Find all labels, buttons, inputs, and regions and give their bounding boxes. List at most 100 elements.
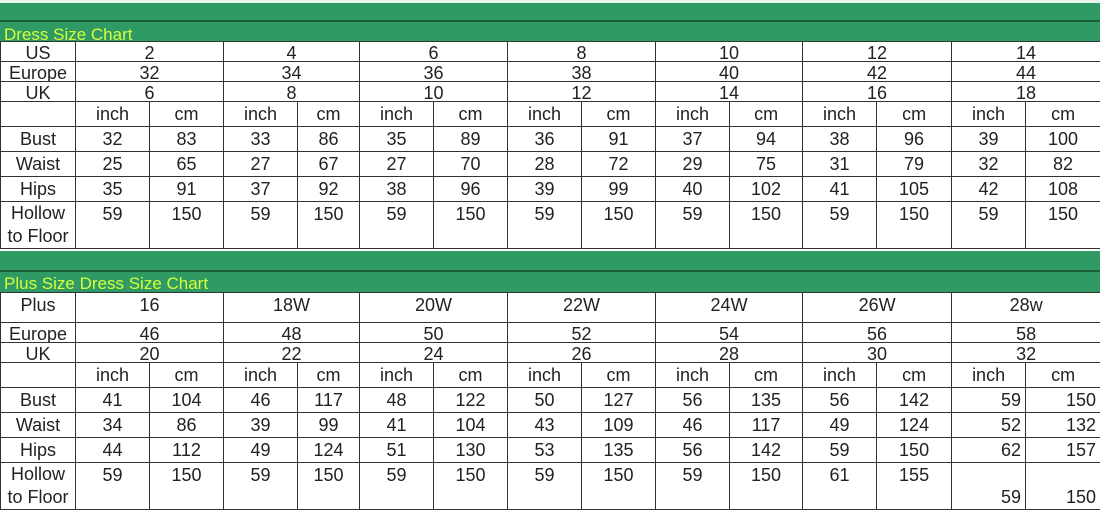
dress-chart-title: Dress Size Chart	[4, 25, 133, 44]
size-cell: 34	[223, 61, 361, 82]
measurement-cell: 150	[581, 462, 657, 510]
measurement-cell: 59	[507, 201, 583, 249]
measurement-cell: 99	[296, 412, 361, 438]
size-cell: 18W	[222, 292, 361, 323]
measurement-row: Hips 35 91 37 92 38 96 39 99 40 102 41 105 42 108	[0, 176, 1100, 202]
measurement-cell: 150	[296, 462, 361, 510]
measurement-cell: 32	[951, 151, 1027, 177]
measurement-cell: 150	[1025, 387, 1100, 413]
measurement-cell: 37	[655, 126, 731, 152]
measurement-cell: 142	[876, 387, 953, 413]
measurement-cell: 96	[433, 176, 509, 202]
row-label: Waist	[0, 151, 76, 177]
measurement-cell: 83	[148, 126, 225, 152]
measurement-cell: 112	[149, 437, 224, 463]
measurement-cell: 150	[433, 201, 509, 249]
measurement-cell: 109	[581, 412, 657, 438]
row-label: Hollow to Floor	[0, 462, 76, 510]
measurement-cell: 42	[951, 176, 1027, 202]
measurement-cell: 124	[876, 412, 953, 438]
size-row: US 2 4 6 8 10 12 14	[0, 41, 1100, 62]
size-cell: 14	[655, 81, 804, 102]
unit-header: cm	[581, 101, 657, 127]
measurement-cell: 32	[75, 126, 150, 152]
size-row: UK 20 22 24 26 28 30 32	[0, 342, 1100, 363]
measurement-cell: 96	[876, 126, 953, 152]
measurement-cell: 105	[876, 176, 953, 202]
measurement-cell: 86	[297, 126, 361, 152]
measurement-cell: 150	[729, 201, 804, 249]
size-cell: 48	[222, 322, 361, 343]
measurement-cell: 59	[359, 462, 435, 510]
measurement-cell: 49	[802, 412, 878, 438]
size-cell: 14	[951, 41, 1100, 62]
size-cell: 4	[223, 41, 361, 62]
unit-header: cm	[296, 362, 361, 388]
measurement-row: Hips 44 112 49 124 51 130 53 135 56 142 59 150 62 157	[0, 437, 1100, 463]
size-cell: 50	[359, 322, 509, 343]
size-cell: 6	[74, 81, 225, 102]
row-label: Bust	[0, 126, 76, 152]
unit-header: inch	[75, 101, 150, 127]
measurement-cell: 50	[507, 387, 583, 413]
measurement-cell: 104	[149, 387, 224, 413]
measurement-cell: 56	[655, 387, 731, 413]
unit-header: cm	[433, 362, 509, 388]
unit-header: inch	[802, 101, 878, 127]
unit-header: cm	[729, 101, 804, 127]
size-cell: 46	[75, 322, 224, 343]
measurement-cell: 150	[148, 201, 225, 249]
measurement-cell: 150	[149, 462, 224, 510]
divider	[0, 20, 1100, 22]
size-row: Europe 32 34 36 38 40 42 44	[0, 61, 1100, 82]
measurement-cell: 150	[876, 201, 953, 249]
measurement-cell: 27	[359, 151, 435, 177]
unit-header: cm	[149, 362, 224, 388]
size-cell: 8	[223, 81, 361, 102]
row-label: Bust	[0, 387, 76, 413]
unit-header: cm	[297, 101, 361, 127]
size-cell: 42	[802, 61, 953, 82]
measurement-cell: 27	[223, 151, 299, 177]
measurement-cell: 59	[951, 387, 1027, 413]
measurement-cell: 59	[951, 201, 1027, 249]
measurement-cell: 39	[951, 126, 1027, 152]
measurement-cell: 94	[729, 126, 804, 152]
measurement-cell: 28	[507, 151, 583, 177]
measurement-cell: 51	[359, 437, 435, 463]
unit-header: cm	[433, 101, 509, 127]
size-cell: 18	[951, 81, 1100, 102]
size-cell: 16	[75, 292, 224, 323]
measurement-cell: 38	[802, 126, 878, 152]
measurement-cell: 62	[951, 437, 1027, 463]
measurement-cell: 135	[729, 387, 804, 413]
row-label: Hips	[0, 437, 76, 463]
size-row: UK 6 8 10 12 14 16 18	[0, 81, 1100, 102]
measurement-cell: 43	[507, 412, 583, 438]
unit-header: inch	[359, 101, 435, 127]
measurement-cell: 79	[876, 151, 953, 177]
measurement-cell: 41	[802, 176, 878, 202]
unit-header: cm	[148, 101, 225, 127]
empty-cell	[0, 101, 76, 127]
measurement-cell: 157	[1025, 437, 1100, 463]
measurement-cell: 46	[655, 412, 731, 438]
size-cell: 58	[951, 322, 1100, 343]
plus-chart-title: Plus Size Dress Size Chart	[4, 274, 209, 293]
size-cell: 40	[655, 61, 804, 82]
measurement-cell: 59	[223, 201, 299, 249]
size-cell: 20	[75, 342, 224, 363]
size-cell: 44	[951, 61, 1100, 82]
measurement-cell: 130	[433, 437, 509, 463]
size-cell: 56	[802, 322, 953, 343]
measurement-cell: 75	[729, 151, 804, 177]
divider	[0, 270, 1100, 272]
measurement-cell: 59	[359, 201, 435, 249]
measurement-cell: 59	[75, 201, 150, 249]
size-cell: 10	[359, 81, 509, 102]
measurement-cell: 59	[655, 201, 731, 249]
size-cell: 28	[655, 342, 804, 363]
size-cell: 36	[359, 61, 509, 82]
size-cell: 26W	[802, 292, 953, 323]
row-label: Waist	[0, 412, 76, 438]
